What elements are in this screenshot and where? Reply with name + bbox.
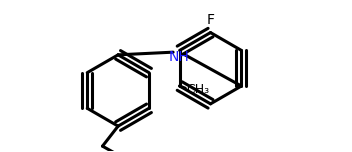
Text: F: F <box>207 13 214 27</box>
Text: CH₃: CH₃ <box>186 83 209 96</box>
Text: NH: NH <box>169 50 189 64</box>
